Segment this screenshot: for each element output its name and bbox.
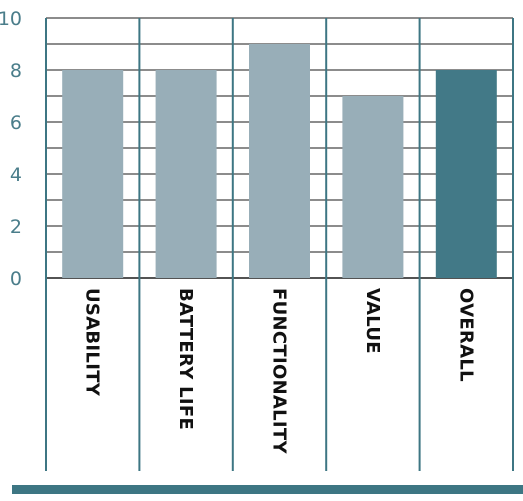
- category-label: BATTERY LIFE: [175, 288, 196, 430]
- footer-band: [12, 485, 523, 494]
- y-tick-label: 2: [10, 216, 22, 238]
- category-label: FUNCTIONALITY: [269, 288, 290, 455]
- y-tick-label: 10: [0, 8, 22, 30]
- category-label: USABILITY: [82, 288, 103, 397]
- bar-battery-life: [155, 70, 217, 278]
- category-label: VALUE: [362, 288, 383, 354]
- y-tick-label: 8: [10, 60, 22, 82]
- y-tick-labels: 0 2 4 6 8 10: [0, 8, 22, 290]
- category-labels: USABILITY BATTERY LIFE FUNCTIONALITY VALUE O…: [82, 288, 477, 455]
- y-tick-label: 4: [10, 164, 22, 186]
- y-tick-label: 0: [10, 268, 22, 290]
- column-dividers: [45, 18, 514, 471]
- y-tick-label: 6: [10, 112, 22, 134]
- bar-usability: [62, 70, 124, 278]
- category-label: OVERALL: [455, 288, 476, 382]
- bar-value: [342, 96, 404, 278]
- bar-functionality: [249, 44, 310, 278]
- bar-overall: [435, 70, 497, 278]
- bars: [62, 44, 497, 278]
